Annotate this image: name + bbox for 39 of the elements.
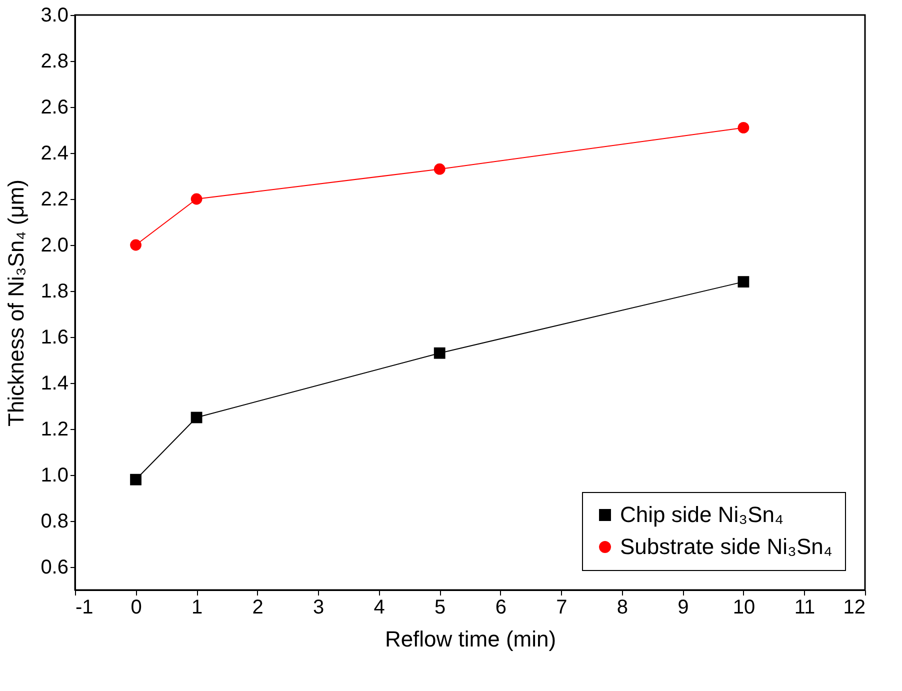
point (190, 412, 202, 424)
y-tick-label: 0.8 (40, 510, 68, 532)
y-tick-label: 2.4 (40, 142, 68, 164)
point (130, 239, 142, 251)
x-axis-title: Reflow time (min) (384, 626, 556, 652)
point (738, 122, 750, 134)
x-tick-label: 5 (434, 596, 446, 618)
point (434, 163, 446, 175)
y-tick-label: 1.6 (40, 326, 68, 348)
y-axis-title: Thickness of Ni₃Sn₄ (μm) (4, 180, 29, 426)
y-tick-label: 2.2 (40, 188, 68, 210)
x-tick-label: 10 (732, 596, 756, 618)
y-tick-label: 1.2 (40, 418, 68, 440)
y-tick-label: 3.0 (40, 4, 68, 26)
x-tick-label: 4 (374, 596, 385, 618)
x-tick-label: 6 (495, 596, 506, 618)
x-tick-label: 8 (616, 596, 628, 618)
x-tick-label: 1 (191, 596, 203, 618)
y-tick-label: 1.0 (40, 464, 68, 486)
point (190, 193, 202, 205)
x-tick-label: 9 (678, 596, 689, 618)
x-tick-label: -1 (76, 596, 94, 618)
x-tick-label: 11 (794, 596, 816, 618)
y-tick-label: 1.4 (40, 372, 68, 394)
x-tick-label: 7 (556, 596, 568, 618)
y-tick-label: 2.0 (40, 234, 68, 256)
x-tick-label: 0 (130, 596, 142, 618)
y-tick-label: 2.6 (40, 96, 68, 118)
x-tick-label: 3 (313, 596, 324, 618)
x-tick-label: 12 (843, 596, 866, 618)
legend-label: Substrate side Ni₃Sn₄ (620, 534, 832, 559)
y-tick-label: 1.8 (40, 280, 68, 302)
legend-label: Chip side Ni₃Sn₄ (620, 502, 784, 527)
point (738, 276, 750, 288)
y-tick-label: 2.8 (40, 50, 68, 72)
point (130, 474, 142, 486)
y-tick-label: 0.6 (40, 556, 68, 578)
x-tick-label: 2 (252, 596, 264, 618)
point (434, 347, 446, 359)
